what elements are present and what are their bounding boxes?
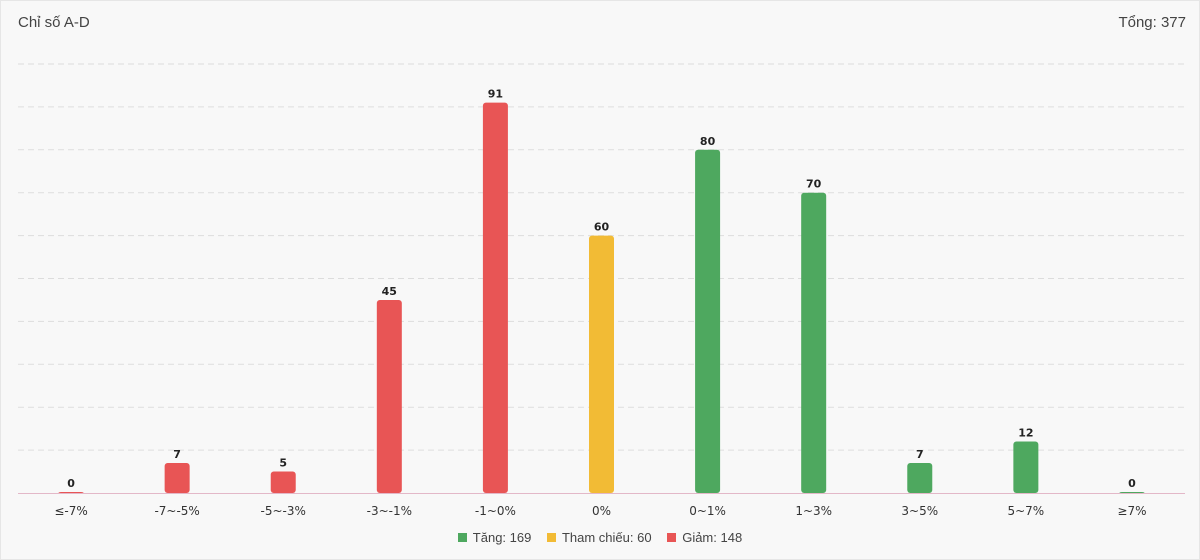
bar-up[interactable] <box>907 462 933 493</box>
legend-swatch-down <box>667 533 677 542</box>
legend-label-down: Giảm: 148 <box>682 530 743 545</box>
data-label: 45 <box>382 285 397 298</box>
data-label: 0 <box>67 477 75 490</box>
data-label: 70 <box>806 178 822 191</box>
x-tick-label: 1~3% <box>795 504 832 518</box>
x-tick-label: -5~-3% <box>261 504 306 518</box>
x-tick-label: 0% <box>592 504 611 518</box>
x-tick-label: -7~-5% <box>154 504 199 518</box>
total-count: Tổng: 377 <box>1118 14 1186 31</box>
data-label: 60 <box>594 221 610 234</box>
x-tick-label: -1~0% <box>475 504 516 518</box>
total-label: Tổng: <box>1118 14 1157 31</box>
bar-down[interactable] <box>376 299 402 493</box>
total-value: 377 <box>1160 14 1186 31</box>
bar-up[interactable] <box>695 149 721 494</box>
chart-title: Chỉ số A-D <box>18 14 90 31</box>
legend-item-up[interactable]: Tăng: 169 <box>457 530 532 545</box>
legend-label-ref: Tham chiếu: 60 <box>561 530 652 545</box>
legend-swatch-ref <box>546 533 556 542</box>
legend-label-up: Tăng: 169 <box>472 530 532 545</box>
x-tick-label: 5~7% <box>1007 504 1044 518</box>
x-tick-label: -3~-1% <box>367 504 412 518</box>
bar-up[interactable] <box>1013 441 1039 493</box>
chart-legend: Tăng: 169 Tham chiếu: 60 Giảm: 148 <box>0 530 1200 545</box>
x-tick-label: 3~5% <box>901 504 938 518</box>
bar-down[interactable] <box>482 102 508 494</box>
data-label: 5 <box>279 457 287 470</box>
bar-down[interactable] <box>58 492 84 493</box>
data-label: 0 <box>1128 477 1136 490</box>
data-label: 7 <box>916 448 924 461</box>
x-tick-label: 0~1% <box>689 504 726 518</box>
bar-ref[interactable] <box>589 235 614 493</box>
bar-down[interactable] <box>164 462 190 493</box>
x-tick-label: ≥7% <box>1117 504 1146 518</box>
bar-up[interactable] <box>1119 492 1145 493</box>
legend-item-ref[interactable]: Tham chiếu: 60 <box>546 530 652 545</box>
data-label: 80 <box>700 135 716 148</box>
bar-up[interactable] <box>801 192 827 493</box>
bar-down[interactable] <box>270 471 296 493</box>
legend-swatch-up <box>457 533 467 542</box>
data-label: 91 <box>488 88 503 101</box>
data-label: 7 <box>173 448 181 461</box>
data-label: 12 <box>1018 427 1033 440</box>
x-tick-label: ≤-7% <box>54 504 87 518</box>
legend-item-down[interactable]: Giảm: 148 <box>667 530 742 545</box>
